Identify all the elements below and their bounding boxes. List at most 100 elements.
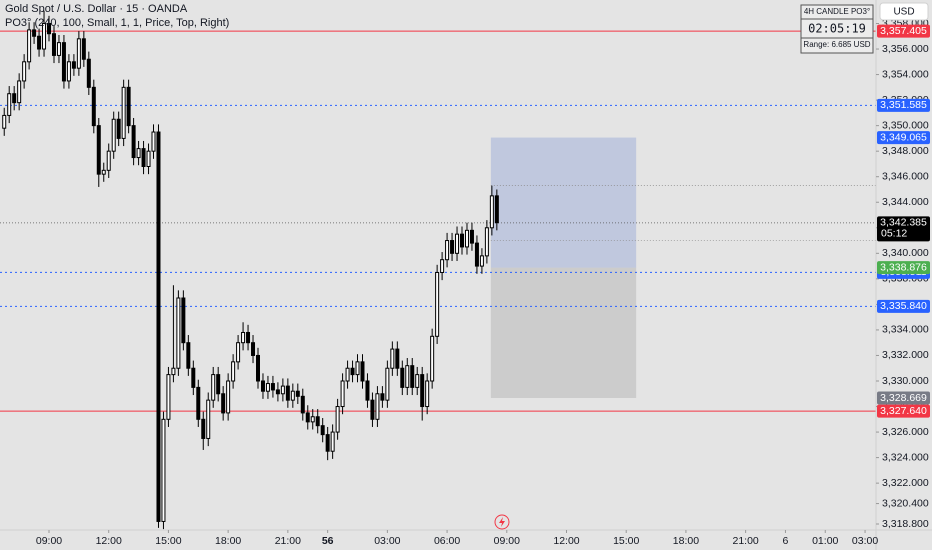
info-box — [800, 4, 874, 54]
candle-body — [275, 389, 280, 395]
candle-body — [226, 380, 231, 414]
candle-body — [2, 114, 7, 129]
candle-body — [445, 240, 450, 261]
target-zone — [490, 137, 637, 268]
candle-body — [260, 380, 265, 392]
candle-body — [305, 412, 310, 423]
candle-body — [484, 227, 489, 257]
candle-body — [111, 118, 116, 152]
price-badge — [877, 261, 930, 275]
candle-body — [186, 342, 191, 369]
candle-body — [17, 80, 22, 104]
candle-body — [330, 431, 335, 452]
candle-body — [231, 361, 236, 382]
y-tick-label: 3,344.000 — [882, 196, 929, 208]
candle-body — [474, 242, 479, 267]
candle-body — [196, 386, 201, 420]
candle-body — [27, 29, 32, 63]
currency-button-label[interactable]: USD — [893, 7, 914, 18]
candle-body — [91, 86, 96, 127]
candle-body — [121, 86, 126, 139]
candle-body — [265, 383, 270, 392]
candle-body — [460, 233, 465, 248]
candle-body — [211, 374, 216, 401]
y-tick-label: 3,326.000 — [882, 426, 929, 438]
price-badge-label: 3,327.640 — [880, 405, 927, 417]
candle-body — [365, 380, 370, 401]
y-tick-label: 3,322.000 — [882, 477, 929, 489]
x-tick-label: 15:00 — [155, 535, 181, 547]
candle-body — [166, 374, 171, 420]
x-tick-label: 09:00 — [36, 535, 62, 547]
candle-body — [360, 361, 365, 382]
candle-body — [440, 259, 445, 273]
candle-body — [37, 35, 42, 50]
candle-body — [325, 434, 330, 452]
candle-body — [146, 150, 151, 167]
price-badge-label: 3,357.405 — [880, 25, 927, 37]
y-tick-label: 3,324.000 — [882, 451, 929, 463]
candle-body — [116, 118, 121, 139]
price-badge-label: 3,335.840 — [880, 300, 927, 312]
y-tick-label: 3,320.400 — [882, 497, 929, 509]
candle-body — [66, 61, 71, 82]
candle-body — [420, 374, 425, 408]
candle-body — [7, 93, 12, 116]
x-tick-label: 6 — [783, 535, 789, 547]
currency-button[interactable] — [879, 2, 929, 21]
candle-body — [340, 380, 345, 408]
x-tick-label: 01:00 — [812, 535, 838, 547]
candle-body — [96, 125, 101, 175]
candle-body — [51, 33, 56, 56]
y-tick-label: 3,346.000 — [882, 170, 929, 182]
candle-body — [270, 383, 275, 391]
y-tick-label: 3,354.000 — [882, 68, 929, 80]
x-tick-label: 15:00 — [613, 535, 639, 547]
price-badge — [877, 404, 930, 418]
candle-body — [310, 416, 315, 423]
x-tick-label: 18:00 — [215, 535, 241, 547]
price-badge-label: 3,342.385 — [880, 217, 927, 229]
candle-body — [221, 393, 226, 414]
candle-body — [106, 150, 111, 171]
candle-body — [12, 93, 17, 104]
candle-body — [280, 385, 285, 395]
y-tick-label: 3,330.000 — [882, 375, 929, 387]
price-countdown: 05:12 — [881, 228, 907, 240]
candle-body — [141, 148, 146, 167]
price-badge-label: 3,338.876 — [880, 261, 927, 273]
info-range: Range: 6.685 USD — [803, 40, 870, 49]
candle-body — [315, 416, 320, 427]
x-tick-label: 21:00 — [275, 535, 301, 547]
alert-bolt — [499, 517, 505, 527]
alert-icon[interactable] — [494, 514, 510, 530]
candle-body — [479, 255, 484, 267]
candle-body — [191, 367, 196, 388]
candle-body — [345, 367, 350, 382]
price-badge — [877, 391, 930, 405]
candle-body — [61, 42, 66, 82]
indicator-title: PO3° (240, 100, Small, 1, 1, Price, Top,… — [5, 17, 229, 29]
candle-body — [47, 22, 52, 35]
x-tick-label: 03:00 — [374, 535, 400, 547]
candle-body — [370, 399, 375, 420]
y-tick-label: 3,340.000 — [882, 247, 929, 259]
candle-body — [400, 367, 405, 388]
candle-body — [81, 38, 86, 60]
price-badge-label: 3,328.669 — [880, 392, 927, 404]
candle-body — [405, 365, 410, 388]
candle-body — [206, 399, 211, 439]
candle-body — [246, 331, 251, 344]
candle-body — [290, 390, 295, 401]
x-tick-label: 09:00 — [494, 535, 520, 547]
candle-body — [494, 195, 499, 224]
info-box-title: 4H CANDLE PO3° — [804, 7, 870, 16]
candle-body — [171, 367, 176, 376]
candle-body — [430, 335, 435, 382]
candle-body — [136, 148, 141, 159]
candle-body — [489, 195, 494, 229]
symbol-title: Gold Spot / U.S. Dollar · 15 · OANDA — [5, 3, 188, 15]
candle-body — [86, 58, 91, 88]
